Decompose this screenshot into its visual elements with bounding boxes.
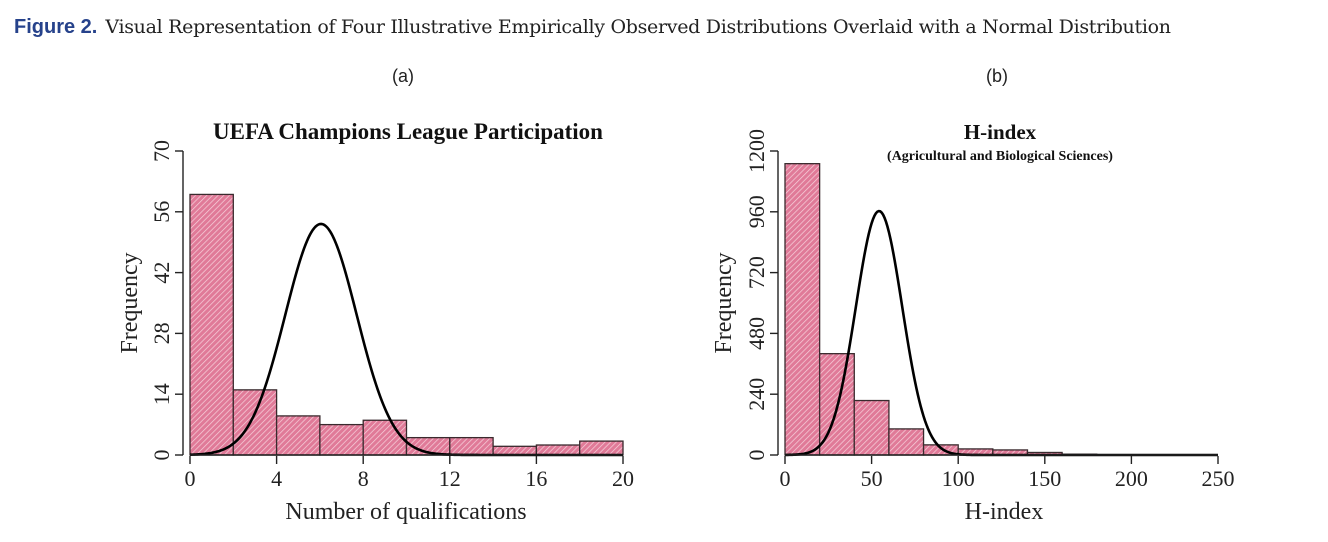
chart-b-ylabel: Frequency: [711, 252, 737, 353]
chart-b-ytick-label: 240: [744, 378, 769, 411]
chart-b-xtick-label: 100: [942, 466, 975, 491]
figure-label: Figure 2.: [14, 16, 98, 38]
chart-b-subtitle: (Agricultural and Biological Sciences): [887, 149, 1113, 164]
chart-a-ytick-label: 14: [149, 383, 174, 405]
chart-a-bar-0: [189, 193, 234, 456]
chart-a-bar-8: [535, 444, 581, 456]
chart-a-ylabel: Frequency: [117, 252, 143, 353]
chart-a-title: UEFA Champions League Participation: [213, 119, 603, 144]
chart-b-bar-2: [853, 399, 890, 456]
chart-b-bar-0: [784, 163, 821, 456]
chart-b-xtick-label: 200: [1115, 466, 1148, 491]
chart-a-xtick-label: 12: [439, 466, 461, 491]
chart-b-ytick-label: 0: [744, 450, 769, 461]
chart-a-bar-2: [275, 415, 321, 456]
panel-label-b: (b): [986, 66, 1008, 86]
chart-b-bar-3: [888, 428, 925, 456]
chart-a-ytick-label: 42: [149, 262, 174, 284]
chart-b-ytick-label: 720: [744, 256, 769, 289]
chart-b-xtick-label: 0: [780, 466, 791, 491]
figure-caption-text: Visual Representation of Four Illustrati…: [105, 16, 1171, 38]
chart-b-xtick-label: 150: [1028, 466, 1061, 491]
chart-a-ytick-label: 28: [149, 322, 174, 344]
figure-caption: Figure 2. Visual Representation of Four I…: [14, 14, 1171, 39]
chart-b-title: H-index: [964, 120, 1037, 144]
panel-label-a: (a): [392, 66, 414, 86]
chart-a-xtick-label: 4: [271, 466, 282, 491]
chart-a-xtick-label: 20: [612, 466, 634, 491]
chart-a-xtick-label: 16: [525, 466, 547, 491]
chart-a-ytick-label: 70: [149, 140, 174, 162]
chart-b-ytick-label: 960: [744, 195, 769, 228]
chart-a-xlabel: Number of qualifications: [285, 499, 526, 525]
chart-b: H-index (Agricultural and Biological Sci…: [711, 120, 1235, 525]
chart-b-xtick-label: 50: [861, 466, 883, 491]
chart-a-bar-4: [362, 419, 408, 456]
chart-b-ytick-label: 480: [744, 317, 769, 350]
chart-a-bar-3: [319, 423, 364, 456]
chart-a-bar-9: [579, 440, 624, 456]
chart-b-xlabel: H-index: [965, 499, 1044, 525]
chart-a-ytick-label: 56: [149, 201, 174, 223]
chart-a-xtick-label: 0: [185, 466, 196, 491]
chart-a-bar-6: [449, 436, 494, 456]
chart-b-xtick-label: 250: [1202, 466, 1235, 491]
chart-a-bar-7: [492, 445, 538, 456]
chart-b-ytick-label: 1200: [744, 129, 769, 173]
chart-a-xtick-label: 8: [358, 466, 369, 491]
chart-a-bar-1: [232, 389, 278, 456]
chart-a: UEFA Champions League Participation Numb…: [117, 119, 634, 525]
chart-a-ytick-label: 0: [149, 450, 174, 461]
